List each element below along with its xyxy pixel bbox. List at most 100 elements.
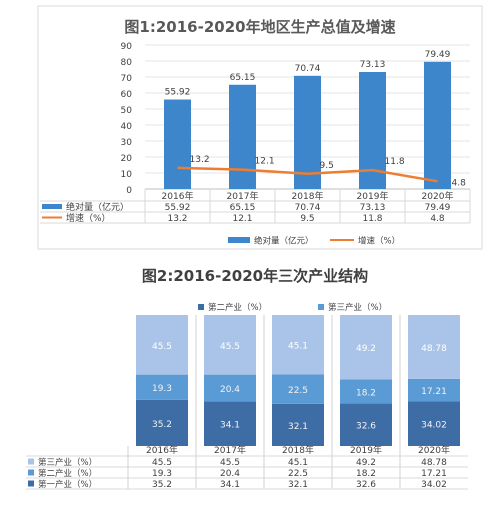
legend-swatch xyxy=(318,304,324,310)
table-cell: 18.2 xyxy=(356,469,376,479)
segment-value-label: 49.2 xyxy=(356,344,376,354)
x-category-label: 2018年 xyxy=(292,190,324,202)
table-legend-swatch xyxy=(28,458,34,465)
growth-value-label: 4.8 xyxy=(452,178,467,188)
table-cell: 9.5 xyxy=(300,214,314,224)
bar-value-label: 79.49 xyxy=(425,50,451,60)
table-cell: 12.1 xyxy=(232,214,252,224)
chart2-title: 图2:2016-2020年三次产业结构 xyxy=(142,267,368,285)
segment-value-label: 17.21 xyxy=(421,387,447,397)
table-cell: 49.2 xyxy=(356,458,376,468)
stacked-bar-segment xyxy=(340,403,392,446)
stacked-bar-segment xyxy=(340,379,392,404)
segment-value-label: 45.1 xyxy=(288,342,308,352)
y-tick-label: 30 xyxy=(121,138,133,148)
segment-value-label: 34.1 xyxy=(220,421,240,431)
table-cell: 79.49 xyxy=(425,203,451,213)
stacked-bar-segment xyxy=(272,374,324,404)
x-category-label: 2020年 xyxy=(418,444,450,456)
industry-structure-chart: 图2:2016-2020年三次产业结构 第二产业（%） 第三产业（%） 35.21… xyxy=(26,267,468,490)
table-cell: 55.92 xyxy=(165,203,191,213)
table-cell: 32.6 xyxy=(356,480,376,490)
y-tick-label: 0 xyxy=(126,186,132,196)
segment-value-label: 18.2 xyxy=(356,388,376,398)
stacked-bar-segment xyxy=(204,315,256,375)
table-row-label: 第三产业（%） xyxy=(38,457,97,468)
stacked-bar-segment xyxy=(204,374,256,402)
table-cell: 13.2 xyxy=(167,214,187,224)
y-tick-label: 70 xyxy=(121,74,133,84)
stacked-bar-segment xyxy=(408,378,460,402)
segment-value-label: 32.6 xyxy=(356,422,376,432)
bar-value-label: 73.13 xyxy=(360,60,386,70)
stacked-bar-segment xyxy=(272,315,324,375)
legend-swatch xyxy=(198,304,204,310)
legend-swatch-bars xyxy=(228,237,250,243)
x-category-label: 2017年 xyxy=(214,444,246,456)
y-tick-label: 80 xyxy=(121,58,133,68)
table-row-label: 绝对量（亿元） xyxy=(66,201,129,213)
segment-value-label: 45.5 xyxy=(152,342,172,352)
x-category-label: 2020年 xyxy=(422,190,454,202)
table-legend-swatch xyxy=(28,469,34,476)
chart1-frame xyxy=(37,5,483,250)
x-category-label: 2016年 xyxy=(146,444,178,456)
segment-value-label: 32.1 xyxy=(288,422,308,432)
table-cell: 17.21 xyxy=(421,469,447,479)
table-cell: 65.15 xyxy=(230,203,256,213)
y-tick-label: 40 xyxy=(121,122,133,132)
table-cell: 34.1 xyxy=(220,480,240,490)
stacked-bar-segment xyxy=(408,315,460,379)
growth-value-label: 9.5 xyxy=(320,161,334,171)
table-legend-swatch xyxy=(28,480,34,487)
segment-value-label: 34.02 xyxy=(421,421,447,431)
segment-value-label: 19.3 xyxy=(152,384,172,394)
x-category-label: 2019年 xyxy=(350,444,382,456)
growth-value-label: 12.1 xyxy=(255,157,275,167)
stacked-bar-segment xyxy=(340,315,392,380)
legend-label: 第三产业（%） xyxy=(328,302,387,313)
legend-label-bars: 绝对量（亿元） xyxy=(254,236,314,247)
y-tick-label: 20 xyxy=(121,154,133,164)
table-cell: 19.3 xyxy=(152,469,172,479)
segment-value-label: 45.5 xyxy=(220,342,240,352)
stacked-bar-segment xyxy=(136,399,188,446)
y-tick-label: 50 xyxy=(121,106,133,116)
gdp-growth-chart: 图1:2016-2020年地区生产总值及增速 0 10 20 30 40 50 60 70 80… xyxy=(37,5,483,250)
bar xyxy=(294,75,321,189)
table-row-label: 第一产业（%） xyxy=(38,479,97,490)
stacked-bar-segment xyxy=(272,403,324,446)
table-cell: 45.1 xyxy=(288,458,308,468)
bar xyxy=(229,84,256,189)
table-cell: 20.4 xyxy=(220,469,240,479)
segment-value-label: 48.78 xyxy=(421,344,447,354)
legend-label: 第二产业（%） xyxy=(208,302,267,313)
segment-value-label: 35.2 xyxy=(152,420,172,430)
table-cell: 70.74 xyxy=(295,203,321,213)
table-cell: 45.5 xyxy=(152,458,172,468)
bar xyxy=(424,61,451,189)
growth-line xyxy=(177,166,438,183)
table-row-label: 第二产业（%） xyxy=(38,468,97,479)
y-tick-label: 10 xyxy=(121,170,133,180)
table-cell: 48.78 xyxy=(421,458,447,468)
table-cell: 4.8 xyxy=(430,214,445,224)
table-row-label: 增速（%） xyxy=(66,212,111,224)
legend-label-line: 增速（%） xyxy=(358,236,400,247)
table-cell: 73.13 xyxy=(360,203,386,213)
segment-value-label: 22.5 xyxy=(288,386,308,396)
table-cell: 32.1 xyxy=(288,480,308,490)
bar xyxy=(164,99,191,189)
segment-value-label: 20.4 xyxy=(220,385,240,395)
table-legend-swatch xyxy=(42,204,62,209)
y-tick-label: 90 xyxy=(121,42,133,52)
stacked-bar-segment xyxy=(408,401,460,446)
x-category-label: 2019年 xyxy=(357,190,389,202)
bar-value-label: 70.74 xyxy=(295,64,321,74)
table-cell: 11.8 xyxy=(362,214,382,224)
bar-value-label: 65.15 xyxy=(230,73,256,83)
x-category-label: 2017年 xyxy=(227,190,259,202)
stacked-bar-segment xyxy=(204,401,256,446)
stacked-bar-segment xyxy=(136,315,188,375)
table-cell: 22.5 xyxy=(288,469,308,479)
